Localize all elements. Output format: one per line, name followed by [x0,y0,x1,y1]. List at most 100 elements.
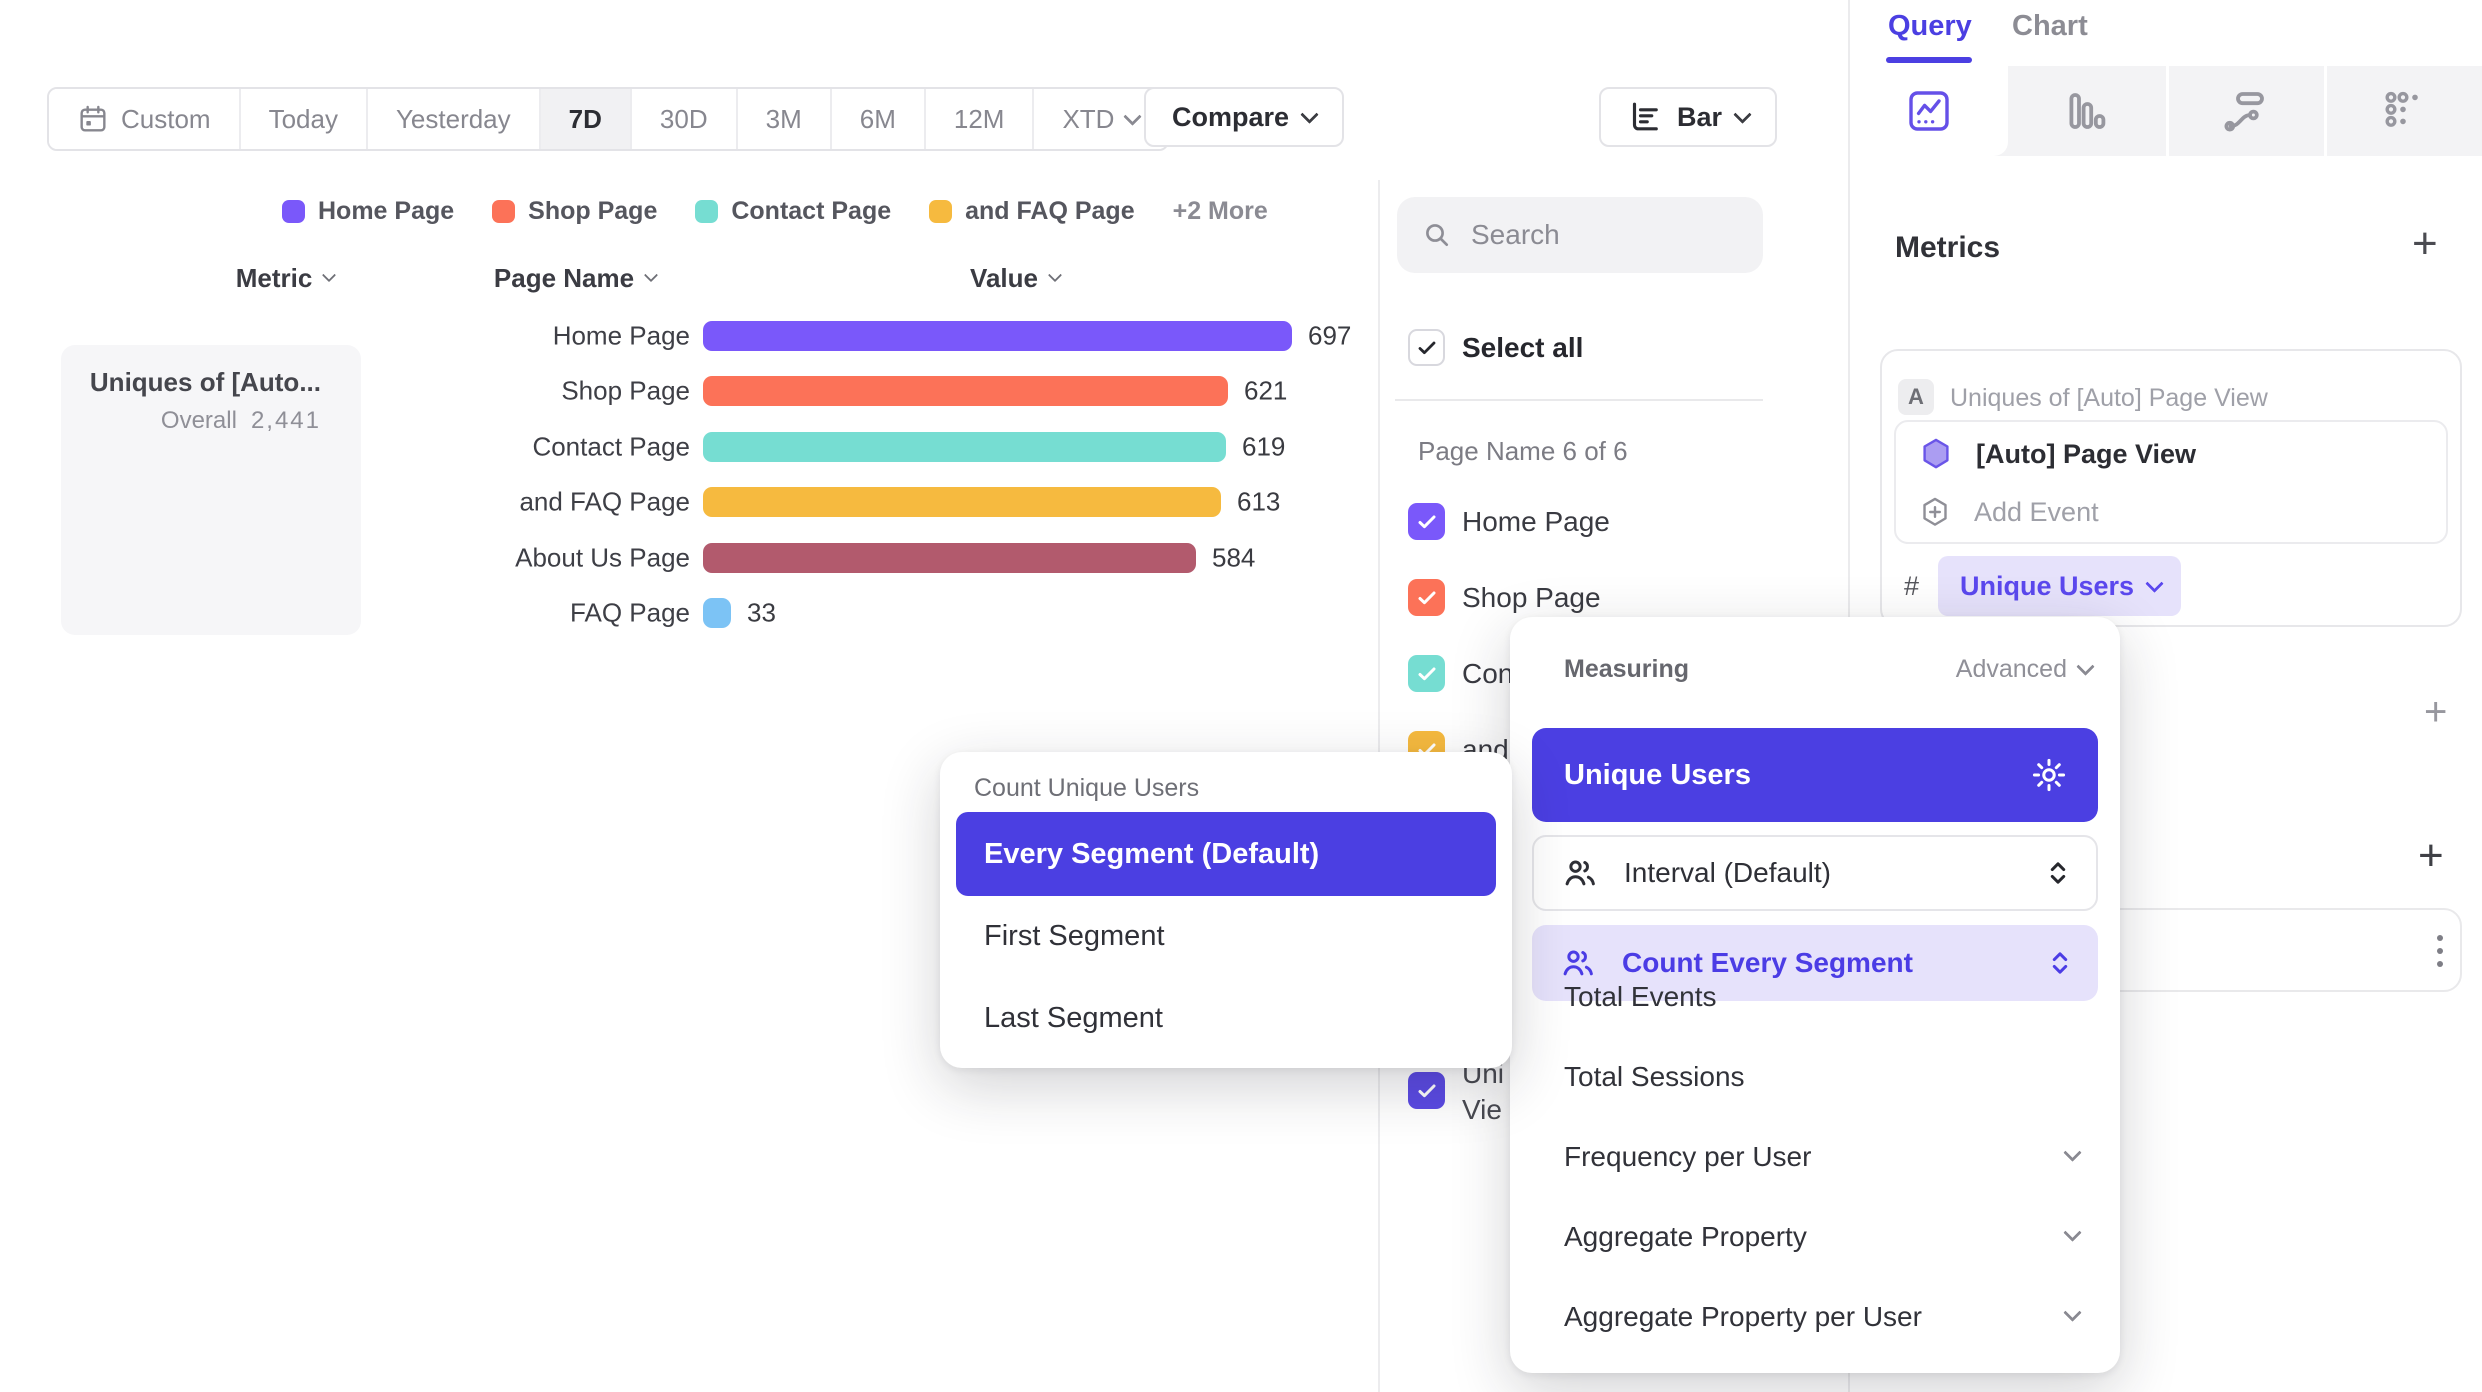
metric-summary-card[interactable]: Uniques of [Auto... Overall 2,441 [61,345,361,635]
count-option-first-segment[interactable]: First Segment [984,920,1165,952]
segment-section-label: Page Name 6 of 6 [1418,436,1628,466]
tab-chart[interactable]: Chart [2012,10,2088,42]
compare-button[interactable]: Compare [1144,87,1345,147]
view-tab-retention[interactable] [2324,66,2482,156]
legend-item[interactable]: Home Page [282,197,454,226]
date-range-30d[interactable]: 30D [631,89,738,149]
bar-contact-page[interactable] [703,432,1226,462]
calendar-icon [77,103,109,135]
segment-checkbox-home-page[interactable] [1408,503,1445,540]
date-range-yesterday[interactable]: Yesterday [367,89,541,149]
kebab-menu-icon[interactable] [2434,932,2446,972]
date-range-label: Custom [121,103,211,134]
count-option-every-segment[interactable]: Every Segment (Default) [956,812,1496,896]
active-tab-underline [1886,57,1972,63]
bar-row-label: Contact Page [532,431,690,462]
add-event-row[interactable]: Add Event [1918,492,2099,532]
segment-checkbox-shop-page[interactable] [1408,579,1445,616]
chart-type-button[interactable]: Bar [1599,87,1778,147]
bar-row-label: About Us Page [515,542,690,573]
divider [2324,66,2327,156]
measuring-option-total-sessions[interactable]: Total Sessions [1564,1061,1745,1092]
measuring-option-count-every-segment[interactable]: Count Every Segment [1532,925,2098,1001]
count-popover-title: Count Unique Users [974,774,1200,802]
bar-value: 697 [1308,320,1352,351]
legend-swatch [695,199,719,223]
chevron-down-icon [1047,268,1063,283]
date-range-12m[interactable]: 12M [925,89,1035,149]
measuring-option-interval[interactable]: Interval (Default) [1532,835,2098,911]
chevron-down-icon [1300,104,1319,124]
date-range-today[interactable]: Today [240,89,368,149]
view-tab-insights[interactable] [1850,66,2008,156]
date-range-6m[interactable]: 6M [831,89,926,149]
bar-home-page[interactable] [703,321,1292,351]
chevron-down-icon [644,268,659,283]
date-range-3m[interactable]: 3M [737,89,832,149]
chevron-down-icon[interactable] [2063,1143,2082,1162]
bar-faq-page[interactable] [703,598,731,628]
segment-checkbox-extra[interactable] [1408,1072,1445,1109]
legend-swatch [492,199,516,223]
chevron-down-icon [322,268,337,283]
view-tab-bar[interactable] [2008,66,2166,156]
column-header-metric[interactable]: Metric [180,262,390,294]
gear-icon[interactable] [2030,756,2068,794]
metric-title: Uniques of [Auto] Page View [1950,384,2268,412]
legend-item[interactable]: and FAQ Page [929,197,1135,226]
segment-label: Shop Page [1462,582,1601,613]
advanced-dropdown[interactable]: Advanced [1956,655,2095,684]
add-filter-button[interactable]: + [2424,690,2448,734]
legend-more[interactable]: +2 More [1172,196,1268,225]
legend-item[interactable]: Shop Page [492,197,657,226]
metric-summary-overall: Overall 2,441 [160,407,321,434]
bar-value: 619 [1242,431,1286,462]
select-all-checkbox[interactable] [1408,329,1445,366]
legend-swatch [929,199,953,223]
chevron-down-icon [1123,106,1143,126]
chevron-down-icon[interactable] [2063,1303,2082,1322]
legend-item[interactable]: Contact Page [695,197,891,226]
divider [1395,399,1763,401]
chevron-down-icon [2145,573,2164,593]
bar-and-faq-page[interactable] [703,487,1221,517]
column-header-page-name[interactable]: Page Name [430,262,720,294]
aggregation-dropdown[interactable]: Unique Users [1938,556,2182,616]
date-range-7d[interactable]: 7D [540,89,632,149]
bar-row-label: Shop Page [561,375,690,406]
segment-label: Home Page [1462,506,1610,537]
horizontal-bar-chart-icon [1627,99,1663,135]
chevron-down-icon[interactable] [2063,1223,2082,1242]
bar-value: 584 [1212,542,1256,573]
check-icon [1418,667,1435,680]
add-metric-button[interactable]: + [2412,219,2438,268]
segment-checkbox-contact-page[interactable] [1408,655,1445,692]
metric-card[interactable]: A Uniques of [Auto] Page View [Auto] Pag… [1880,349,2462,627]
bar-shop-page[interactable] [703,376,1228,406]
date-range-custom[interactable]: Custom [49,89,241,149]
measuring-option-aggregate-property-per-user[interactable]: Aggregate Property per User [1564,1301,1922,1332]
view-tab-flows[interactable] [2166,66,2324,156]
metrics-section-title: Metrics [1895,231,2001,264]
hash-icon: # [1904,571,1920,601]
count-option-last-segment[interactable]: Last Segment [984,1002,1163,1034]
measuring-option-unique-users[interactable]: Unique Users [1532,728,2098,822]
tab-query[interactable]: Query [1888,10,1972,42]
measuring-option-frequency-per-user[interactable]: Frequency per User [1564,1141,1812,1172]
check-icon [1418,515,1435,528]
search-input[interactable]: Search [1397,197,1763,273]
measuring-option-aggregate-property[interactable]: Aggregate Property [1564,1221,1807,1252]
event-card: [Auto] Page View Add Event [1894,420,2448,544]
select-all-label: Select all [1462,332,1584,363]
bar-row: Shop Page 621 [0,363,1380,419]
event-row[interactable]: [Auto] Page View [1918,434,2196,474]
bar-row: FAQ Page 33 [0,585,1380,641]
measuring-option-total-events[interactable]: Total Events [1564,981,1717,1012]
bar-about-us-page[interactable] [703,543,1196,573]
check-icon [1418,1084,1435,1097]
measuring-popover: Measuring Advanced Unique Users Interval… [1510,617,2120,1373]
chart-legend: Home Page Shop Page Contact Page and FAQ… [282,196,1268,226]
add-breakdown-button[interactable]: + [2418,831,2444,880]
chevron-down-icon [1733,104,1752,124]
column-header-value[interactable]: Value [880,262,1150,294]
